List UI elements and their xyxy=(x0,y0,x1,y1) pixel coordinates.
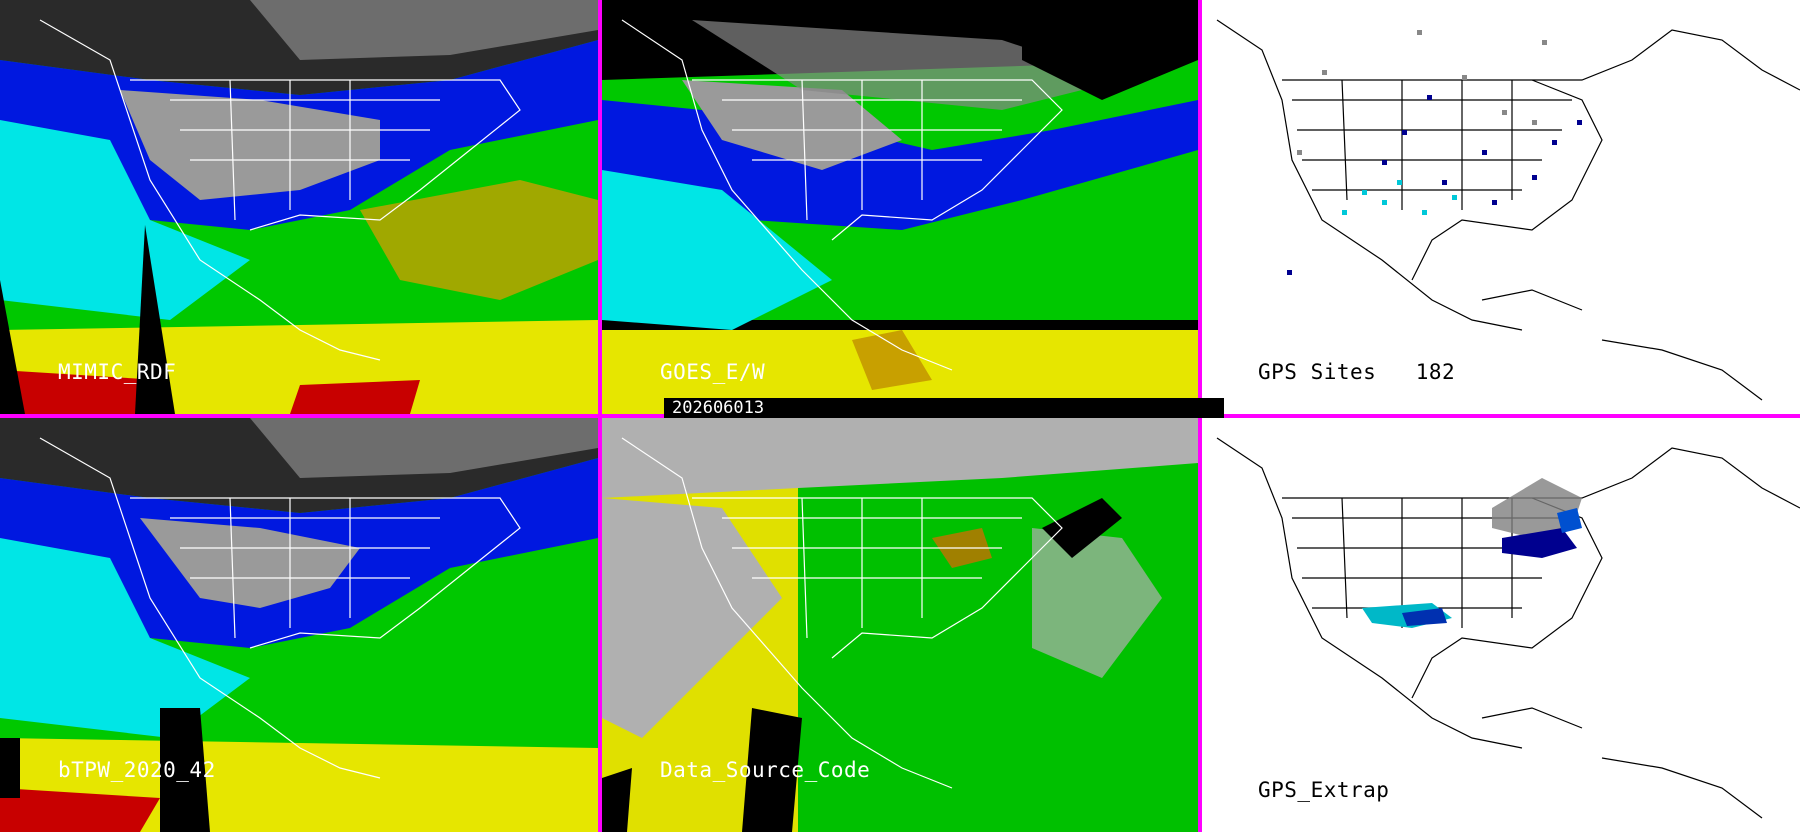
panel-label: GOES_E/W xyxy=(660,360,766,384)
panel-label: Data_Source_Code xyxy=(660,758,871,782)
tpw-map-goes xyxy=(602,0,1198,414)
panel-label: GPS Sites 182 xyxy=(1258,360,1456,384)
panel-goes-ew: GOES_E/W xyxy=(602,0,1198,414)
gps-sites-map xyxy=(1202,0,1800,414)
panel-label: bTPW_2020_42 xyxy=(58,758,216,782)
timestamp-text: 202606013 xyxy=(672,398,765,418)
timestamp-bar: 202606013 xyxy=(664,398,1224,418)
panel-gps-sites: GPS Sites 182 xyxy=(1202,0,1800,414)
panel-label: MIMIC_RDF xyxy=(58,360,177,384)
panel-data-source-code: Data_Source_Code xyxy=(602,418,1198,832)
panel-mimic-rdf: MIMIC_RDF xyxy=(0,0,598,414)
gps-extrap-map xyxy=(1202,418,1800,832)
tpw-map-btpw xyxy=(0,418,598,832)
source-code-map xyxy=(602,418,1198,832)
tpw-map-mimic xyxy=(0,0,598,414)
panel-gps-extrap: GPS_Extrap xyxy=(1202,418,1800,832)
panel-label: GPS_Extrap xyxy=(1258,778,1390,802)
panel-btpw: bTPW_2020_42 xyxy=(0,418,598,832)
divider-vertical-left xyxy=(598,0,602,832)
